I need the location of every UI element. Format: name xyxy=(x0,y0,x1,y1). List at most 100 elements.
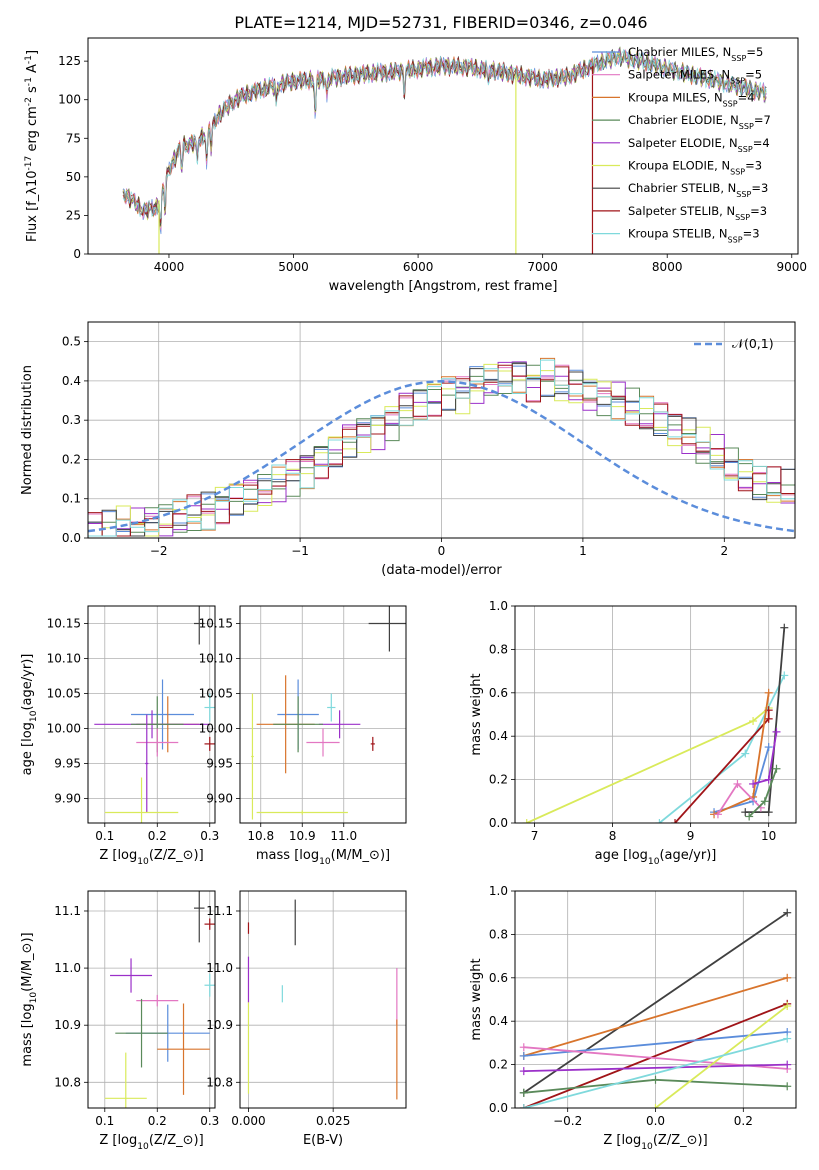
mass_vs_Z-ytick-label: 10.8 xyxy=(54,1075,81,1089)
weight_vs_Z-xtick-label: 0.2 xyxy=(734,1114,753,1128)
weight_vs_age-frame xyxy=(514,605,797,824)
age_vs_mass-frame xyxy=(239,605,407,824)
weight-line xyxy=(523,1031,788,1057)
weight_vs_age-xlabel: age [log10(age/yr)] xyxy=(595,848,717,867)
weight-line xyxy=(523,1037,788,1108)
mass_vs_ebv-xtick-label: 0.025 xyxy=(316,1114,350,1128)
spectrum-ylabel: Flux [f_λ10-17 erg cm-2 s-1 A-1] xyxy=(24,50,40,242)
mass_vs_ebv-points xyxy=(247,899,398,1100)
spectrum-xtick-label: 7000 xyxy=(527,260,558,274)
spectrum-ytick-label: 0 xyxy=(73,247,81,261)
residuals-ytick-label: 0.4 xyxy=(62,374,81,388)
age_vs_mass-ytick-label: 9.90 xyxy=(206,792,233,806)
age_vs_Z-xtick-label: 0.1 xyxy=(95,829,114,843)
weight_vs_Z-lines xyxy=(519,908,792,1108)
weight-line xyxy=(523,911,788,1094)
mass_vs_Z-ytick-label: 10.9 xyxy=(54,1018,81,1032)
mass_vs_ebv-ytick-label: 11.0 xyxy=(206,961,233,975)
weight-line xyxy=(674,710,770,823)
residual-histogram-series xyxy=(88,364,795,538)
age_vs_Z-ytick-label: 10.10 xyxy=(47,652,81,666)
legend-label: Kroupa ELODIE, NSSP=3 xyxy=(628,159,762,177)
weight_vs_Z-ytick-label: 0.0 xyxy=(489,1101,508,1115)
mass_vs_Z-ytick-label: 11.0 xyxy=(54,961,81,975)
weight-line xyxy=(654,1005,788,1108)
mass_vs_Z-frame xyxy=(87,890,216,1109)
legend-label: Kroupa MILES, NSSP=4 xyxy=(628,90,755,108)
age_vs_mass-ytick-label: 9.95 xyxy=(206,757,233,771)
mass_vs_Z-ytick-label: 11.1 xyxy=(54,904,81,918)
weight_vs_Z-frame xyxy=(514,890,797,1109)
age_vs_Z-ytick-label: 10.05 xyxy=(47,687,81,701)
age_vs_mass-ytick-label: 10.10 xyxy=(199,652,233,666)
residuals-ytick-label: 0.1 xyxy=(62,492,81,506)
spectrum-series xyxy=(122,55,593,223)
weight_vs_age-xtick-label: 8 xyxy=(609,829,617,843)
weight_vs_age-xtick-label: 9 xyxy=(687,829,695,843)
weight_vs_Z-ylabel: mass weight xyxy=(469,958,484,1040)
residuals-xtick-label: −2 xyxy=(150,544,168,558)
residuals-xlabel: (data-model)/error xyxy=(381,563,502,578)
age_vs_mass-xlabel: mass [log10(M/M_⊙)] xyxy=(256,848,390,867)
weight_vs_age-ytick-label: 0.8 xyxy=(489,642,508,656)
age_vs_Z-xlabel: Z [log10(Z/Z_⊙)] xyxy=(99,848,203,867)
age_vs_Z-axes: 0.1 0.2 0.3 9.90 9.95 10.00 10.05 10.10 10.15 Z [… xyxy=(20,606,219,867)
spectrum-series xyxy=(122,48,767,220)
age_vs_mass-axes: 10.8 10.9 11.0 9.90 9.95 10.00 10.05 10.10 10.15… xyxy=(199,606,406,867)
mass_vs_Z-xtick-label: 0.3 xyxy=(200,1114,219,1128)
spectrum-axes: 4000 5000 6000 7000 8000 9000 0 25 50 75 100 125 wav… xyxy=(24,50,807,294)
weight_vs_age-ytick-label: 0.0 xyxy=(489,816,508,830)
mass_vs_ebv-xlabel: E(B-V) xyxy=(303,1133,343,1148)
residuals-xtick-label: 1 xyxy=(579,544,587,558)
residuals-frame xyxy=(87,321,796,539)
weight_vs_Z-ytick-label: 0.4 xyxy=(489,1014,508,1028)
spectrum-xtick-label: 8000 xyxy=(652,260,683,274)
normal-curve xyxy=(88,380,795,533)
age_vs_mass-xtick-label: 10.8 xyxy=(247,829,274,843)
weight-line xyxy=(523,976,788,1057)
residual-histogram-series xyxy=(88,359,795,538)
mass_vs_Z-ylabel: mass [log10(M/M_⊙)] xyxy=(20,932,39,1066)
spectrum-xtick-label: 4000 xyxy=(154,260,185,274)
spectrum-xtick-label: 5000 xyxy=(278,260,309,274)
weight_vs_Z-ytick-label: 1.0 xyxy=(489,884,508,898)
residuals-axes: −2 −1 0 1 2 0.0 0.1 0.2 0.3 0.4 0.5 (data-model)/er… xyxy=(20,322,795,578)
age_vs_mass-ytick-label: 10.00 xyxy=(199,722,233,736)
residuals-xtick-label: 2 xyxy=(720,544,728,558)
legend-label: Salpeter MILES, NSSP=5 xyxy=(628,68,762,86)
weight_vs_age-ytick-label: 0.6 xyxy=(489,686,508,700)
figure-title: PLATE=1214, MJD=52731, FIBERID=0346, z=0… xyxy=(234,13,647,32)
weight_vs_Z-ytick-label: 0.8 xyxy=(489,927,508,941)
spectrum-ytick-label: 50 xyxy=(66,170,81,184)
mass_vs_ebv-ytick-label: 10.9 xyxy=(206,1018,233,1032)
residuals-xtick-label: 0 xyxy=(438,544,446,558)
spectrum-ytick-label: 25 xyxy=(66,208,81,222)
weight_vs_age-lines xyxy=(522,623,789,823)
weight_vs_Z-xtick-label: −0.2 xyxy=(553,1114,582,1128)
age_vs_Z-ytick-label: 9.90 xyxy=(54,792,81,806)
spectrum-ytick-label: 75 xyxy=(66,131,81,145)
legend-label: Salpeter ELODIE, NSSP=4 xyxy=(628,136,770,154)
weight_vs_Z-xlabel: Z [log10(Z/Z_⊙)] xyxy=(603,1133,707,1152)
residuals-xtick-label: −1 xyxy=(291,544,309,558)
age_vs_Z-ytick-label: 9.95 xyxy=(54,757,81,771)
age_vs_mass-xtick-label: 11.0 xyxy=(330,829,357,843)
weight_vs_Z-ytick-label: 0.2 xyxy=(489,1058,508,1072)
weight_vs_age-xtick-label: 10 xyxy=(761,829,776,843)
spectrum-ytick-label: 100 xyxy=(58,93,81,107)
age_vs_mass-points xyxy=(251,606,406,820)
age_vs_Z-xtick-label: 0.3 xyxy=(200,829,219,843)
weight_vs_age-ylabel: mass weight xyxy=(469,673,484,755)
residuals-ytick-label: 0.2 xyxy=(62,452,81,466)
residuals-ytick-label: 0.0 xyxy=(62,531,81,545)
residuals-ylabel: Normed distribution xyxy=(20,365,35,495)
age_vs_Z-points xyxy=(94,606,215,823)
mass_vs_ebv-frame xyxy=(239,890,407,1109)
legend-label: Kroupa STELIB, NSSP=3 xyxy=(628,227,760,245)
age_vs_Z-ylabel: age [log10(age/yr)] xyxy=(20,654,39,776)
age_vs_Z-ytick-label: 10.15 xyxy=(47,617,81,631)
weight_vs_age-axes: 7 8 9 10 0.0 0.2 0.4 0.6 0.8 1.0 age [log10(age/yr… xyxy=(469,599,796,867)
spectrum-ytick-label: 125 xyxy=(58,54,81,68)
age_vs_mass-xtick-label: 10.9 xyxy=(289,829,316,843)
